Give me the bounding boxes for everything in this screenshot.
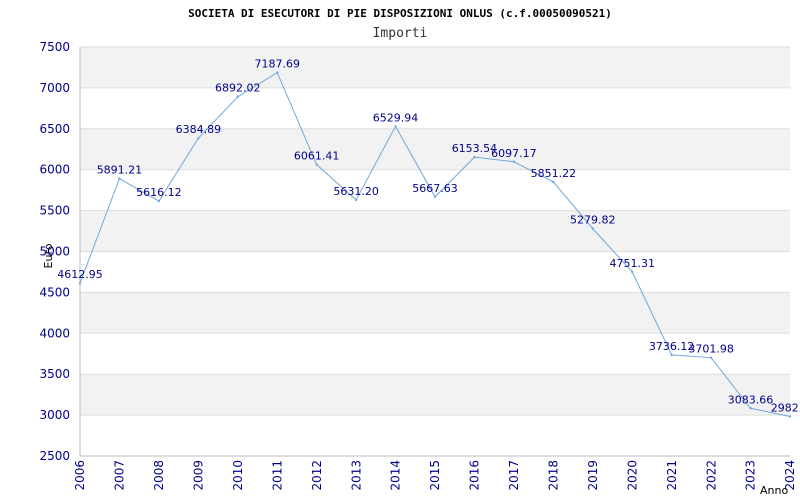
x-tick-label: 2023 xyxy=(744,460,758,491)
y-tick-label: 5000 xyxy=(39,245,70,259)
y-tick-label: 2500 xyxy=(39,449,70,463)
x-tick-label: 2009 xyxy=(192,460,206,491)
data-label: 7187.69 xyxy=(254,58,300,71)
data-point xyxy=(315,163,318,166)
data-label: 5616.12 xyxy=(136,186,182,199)
data-point xyxy=(473,155,476,159)
y-tick-label: 3000 xyxy=(39,408,70,422)
data-point xyxy=(709,356,713,359)
x-tick-label: 2017 xyxy=(507,460,521,491)
y-tick-labels: 2500 3000 3500 4000 4500 5000 5500 6000 6500 7000… xyxy=(39,40,70,463)
y-axis-label: Euro xyxy=(42,243,55,268)
x-tick-label: 2015 xyxy=(428,460,442,491)
data-label: 6097.17 xyxy=(491,147,537,160)
x-tick-label: 2008 xyxy=(152,460,166,491)
x-tick-label: 2014 xyxy=(389,460,403,491)
data-label: 6061.41 xyxy=(294,150,340,163)
grid-lines xyxy=(80,46,790,457)
data-point xyxy=(512,160,516,163)
data-point xyxy=(354,198,358,202)
data-label: 5891.21 xyxy=(97,164,143,177)
x-tick-label: 2007 xyxy=(113,460,127,491)
grid-band xyxy=(80,292,790,334)
x-tick-label: 2016 xyxy=(468,460,482,491)
data-point xyxy=(236,95,239,98)
chart-subtitle: Importi xyxy=(373,26,428,41)
grid-band xyxy=(80,210,790,252)
data-point xyxy=(552,180,555,184)
data-point xyxy=(197,137,200,140)
y-tick-label: 4500 xyxy=(39,285,70,299)
x-tick-label: 2011 xyxy=(270,460,284,491)
x-tick-label: 2013 xyxy=(349,460,363,491)
data-label: 2982.5 xyxy=(771,402,800,415)
grid-bands xyxy=(80,47,790,416)
y-tick-label: 6000 xyxy=(39,163,70,177)
data-labels: 4612.95 5891.21 5616.12 6384.89 6892.02 7187.… xyxy=(57,58,800,418)
y-tick-label: 6500 xyxy=(39,122,70,136)
grid-band xyxy=(80,47,790,88)
y-tick-label: 3500 xyxy=(39,367,70,381)
data-label: 6892.02 xyxy=(215,82,261,95)
x-tick-label: 2010 xyxy=(231,460,245,491)
y-tick-label: 4000 xyxy=(39,326,70,340)
data-label: 5279.82 xyxy=(570,214,616,227)
data-label: 4612.95 xyxy=(57,268,103,281)
data-point xyxy=(118,177,121,180)
x-tick-label: 2021 xyxy=(665,460,679,491)
data-label: 5851.22 xyxy=(531,167,577,180)
data-label: 3701.98 xyxy=(688,343,734,356)
data-point xyxy=(631,270,634,274)
data-point xyxy=(78,281,82,285)
data-label: 6529.94 xyxy=(373,111,419,124)
data-point xyxy=(670,353,673,357)
data-point xyxy=(276,71,279,74)
data-label: 6384.89 xyxy=(176,123,222,136)
data-label: 3736.12 xyxy=(649,340,695,353)
y-tick-label: 7500 xyxy=(39,40,70,54)
grid-band xyxy=(80,374,790,416)
x-tick-label: 2024 xyxy=(783,460,797,491)
chart-title: SOCIETA DI ESECUTORI DI PIE DISPOSIZIONI… xyxy=(188,7,612,20)
data-label: 3083.66 xyxy=(728,393,774,406)
data-point xyxy=(433,195,437,199)
data-point xyxy=(788,415,792,418)
x-tick-label: 2012 xyxy=(310,460,324,491)
x-tick-label: 2019 xyxy=(586,460,600,491)
y-tick-label: 5500 xyxy=(39,204,70,218)
x-tick-label: 2022 xyxy=(704,460,718,491)
data-point xyxy=(591,227,594,230)
data-label: 6153.54 xyxy=(452,142,498,155)
grid-band xyxy=(80,128,790,170)
x-axis-label: Anno xyxy=(760,484,788,497)
data-point xyxy=(749,407,752,410)
data-label: 5667.63 xyxy=(412,182,458,195)
x-tick-labels: 2006 2007 2008 2009 2010 2011 2012 2013 2014 2015… xyxy=(73,460,797,491)
x-tick-label: 2006 xyxy=(73,460,87,491)
data-point xyxy=(157,199,161,203)
data-point xyxy=(394,125,397,128)
x-tick-label: 2018 xyxy=(547,460,561,491)
y-tick-label: 7000 xyxy=(39,81,70,95)
data-label: 5631.20 xyxy=(333,185,379,198)
x-tick-label: 2020 xyxy=(625,460,639,491)
data-label: 4751.31 xyxy=(609,257,655,270)
